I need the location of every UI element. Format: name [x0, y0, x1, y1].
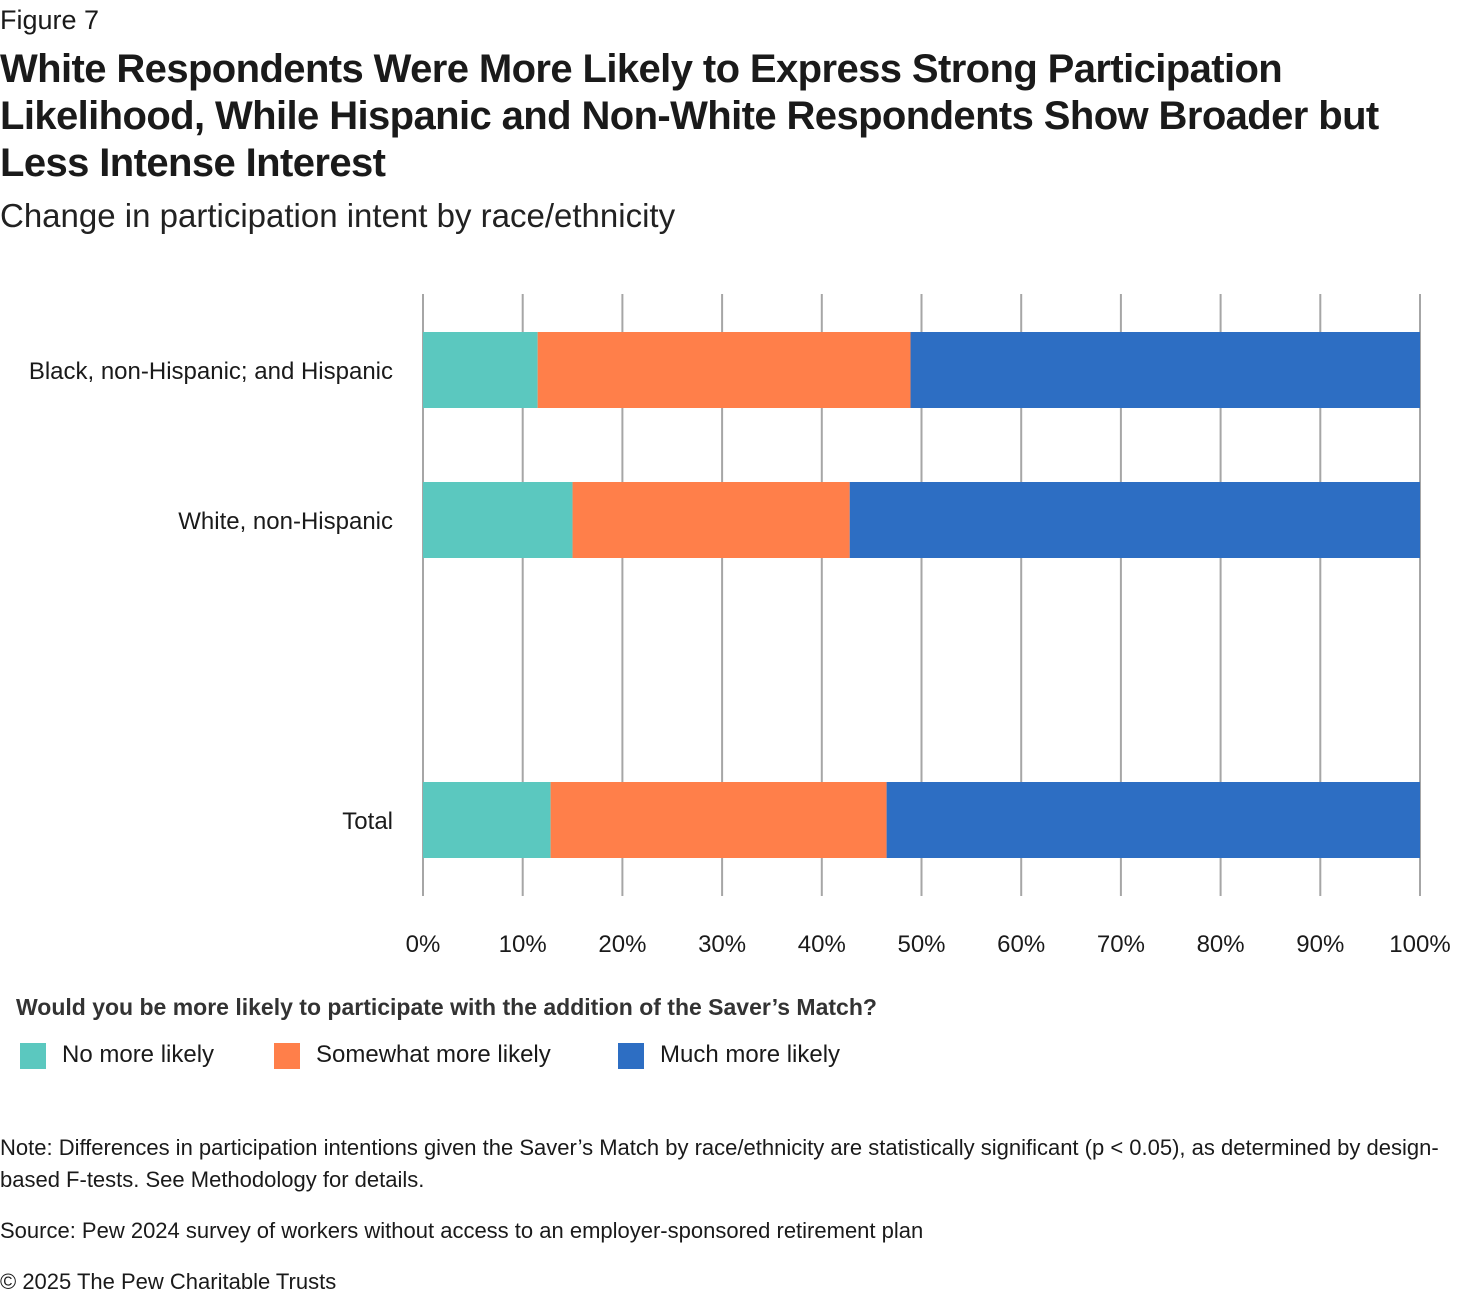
legend-title: Would you be more likely to participate …: [16, 994, 877, 1020]
x-tick-label: 100%: [1389, 931, 1450, 958]
legend-label: Somewhat more likely: [316, 1041, 551, 1068]
bar-segment: [572, 482, 850, 558]
chart-title: White Respondents Were More Likely to Ex…: [0, 47, 1379, 185]
category-label: Black, non-Hispanic; and Hispanic: [29, 358, 393, 385]
category-label: White, non-Hispanic: [178, 508, 393, 535]
copyright: © 2025 The Pew Charitable Trusts: [0, 1269, 337, 1294]
chart-source: Source: Pew 2024 survey of workers witho…: [0, 1218, 924, 1243]
legend-label: No more likely: [62, 1041, 215, 1068]
bar-segment: [423, 782, 551, 858]
chart-note: Note: Differences in participation inten…: [0, 1135, 1439, 1192]
chart-plot: Black, non-Hispanic; and Hispanic White, …: [29, 294, 1451, 958]
bars: [423, 332, 1420, 858]
legend-swatch: [618, 1043, 644, 1069]
category-labels: Black, non-Hispanic; and Hispanic White, …: [29, 358, 393, 835]
x-tick-label: 40%: [798, 931, 846, 958]
x-tick-label: 10%: [499, 931, 547, 958]
x-tick-labels: 0% 10% 20% 30% 40% 50% 60% 70% 80% 90% 100%: [406, 931, 1451, 958]
legend-label: Much more likely: [660, 1041, 841, 1068]
category-label: Total: [342, 808, 393, 835]
x-tick-label: 80%: [1197, 931, 1245, 958]
x-tick-label: 30%: [698, 931, 746, 958]
x-tick-label: 90%: [1296, 931, 1344, 958]
bar-segment: [537, 332, 911, 408]
bar-segment: [849, 482, 1420, 558]
legend-swatch: [274, 1043, 300, 1069]
x-tick-label: 0%: [406, 931, 441, 958]
bar-segment: [423, 332, 538, 408]
x-tick-label: 50%: [897, 931, 945, 958]
bar-segment: [423, 482, 573, 558]
bar-segment: [886, 782, 1420, 858]
chart-subtitle: Change in participation intent by race/e…: [0, 197, 676, 234]
x-tick-label: 60%: [997, 931, 1045, 958]
x-tick-label: 20%: [598, 931, 646, 958]
bar-segment: [550, 782, 887, 858]
x-tick-label: 70%: [1097, 931, 1145, 958]
bar-segment: [910, 332, 1420, 408]
legend-swatch: [20, 1043, 46, 1069]
figure-label: Figure 7: [0, 5, 100, 35]
